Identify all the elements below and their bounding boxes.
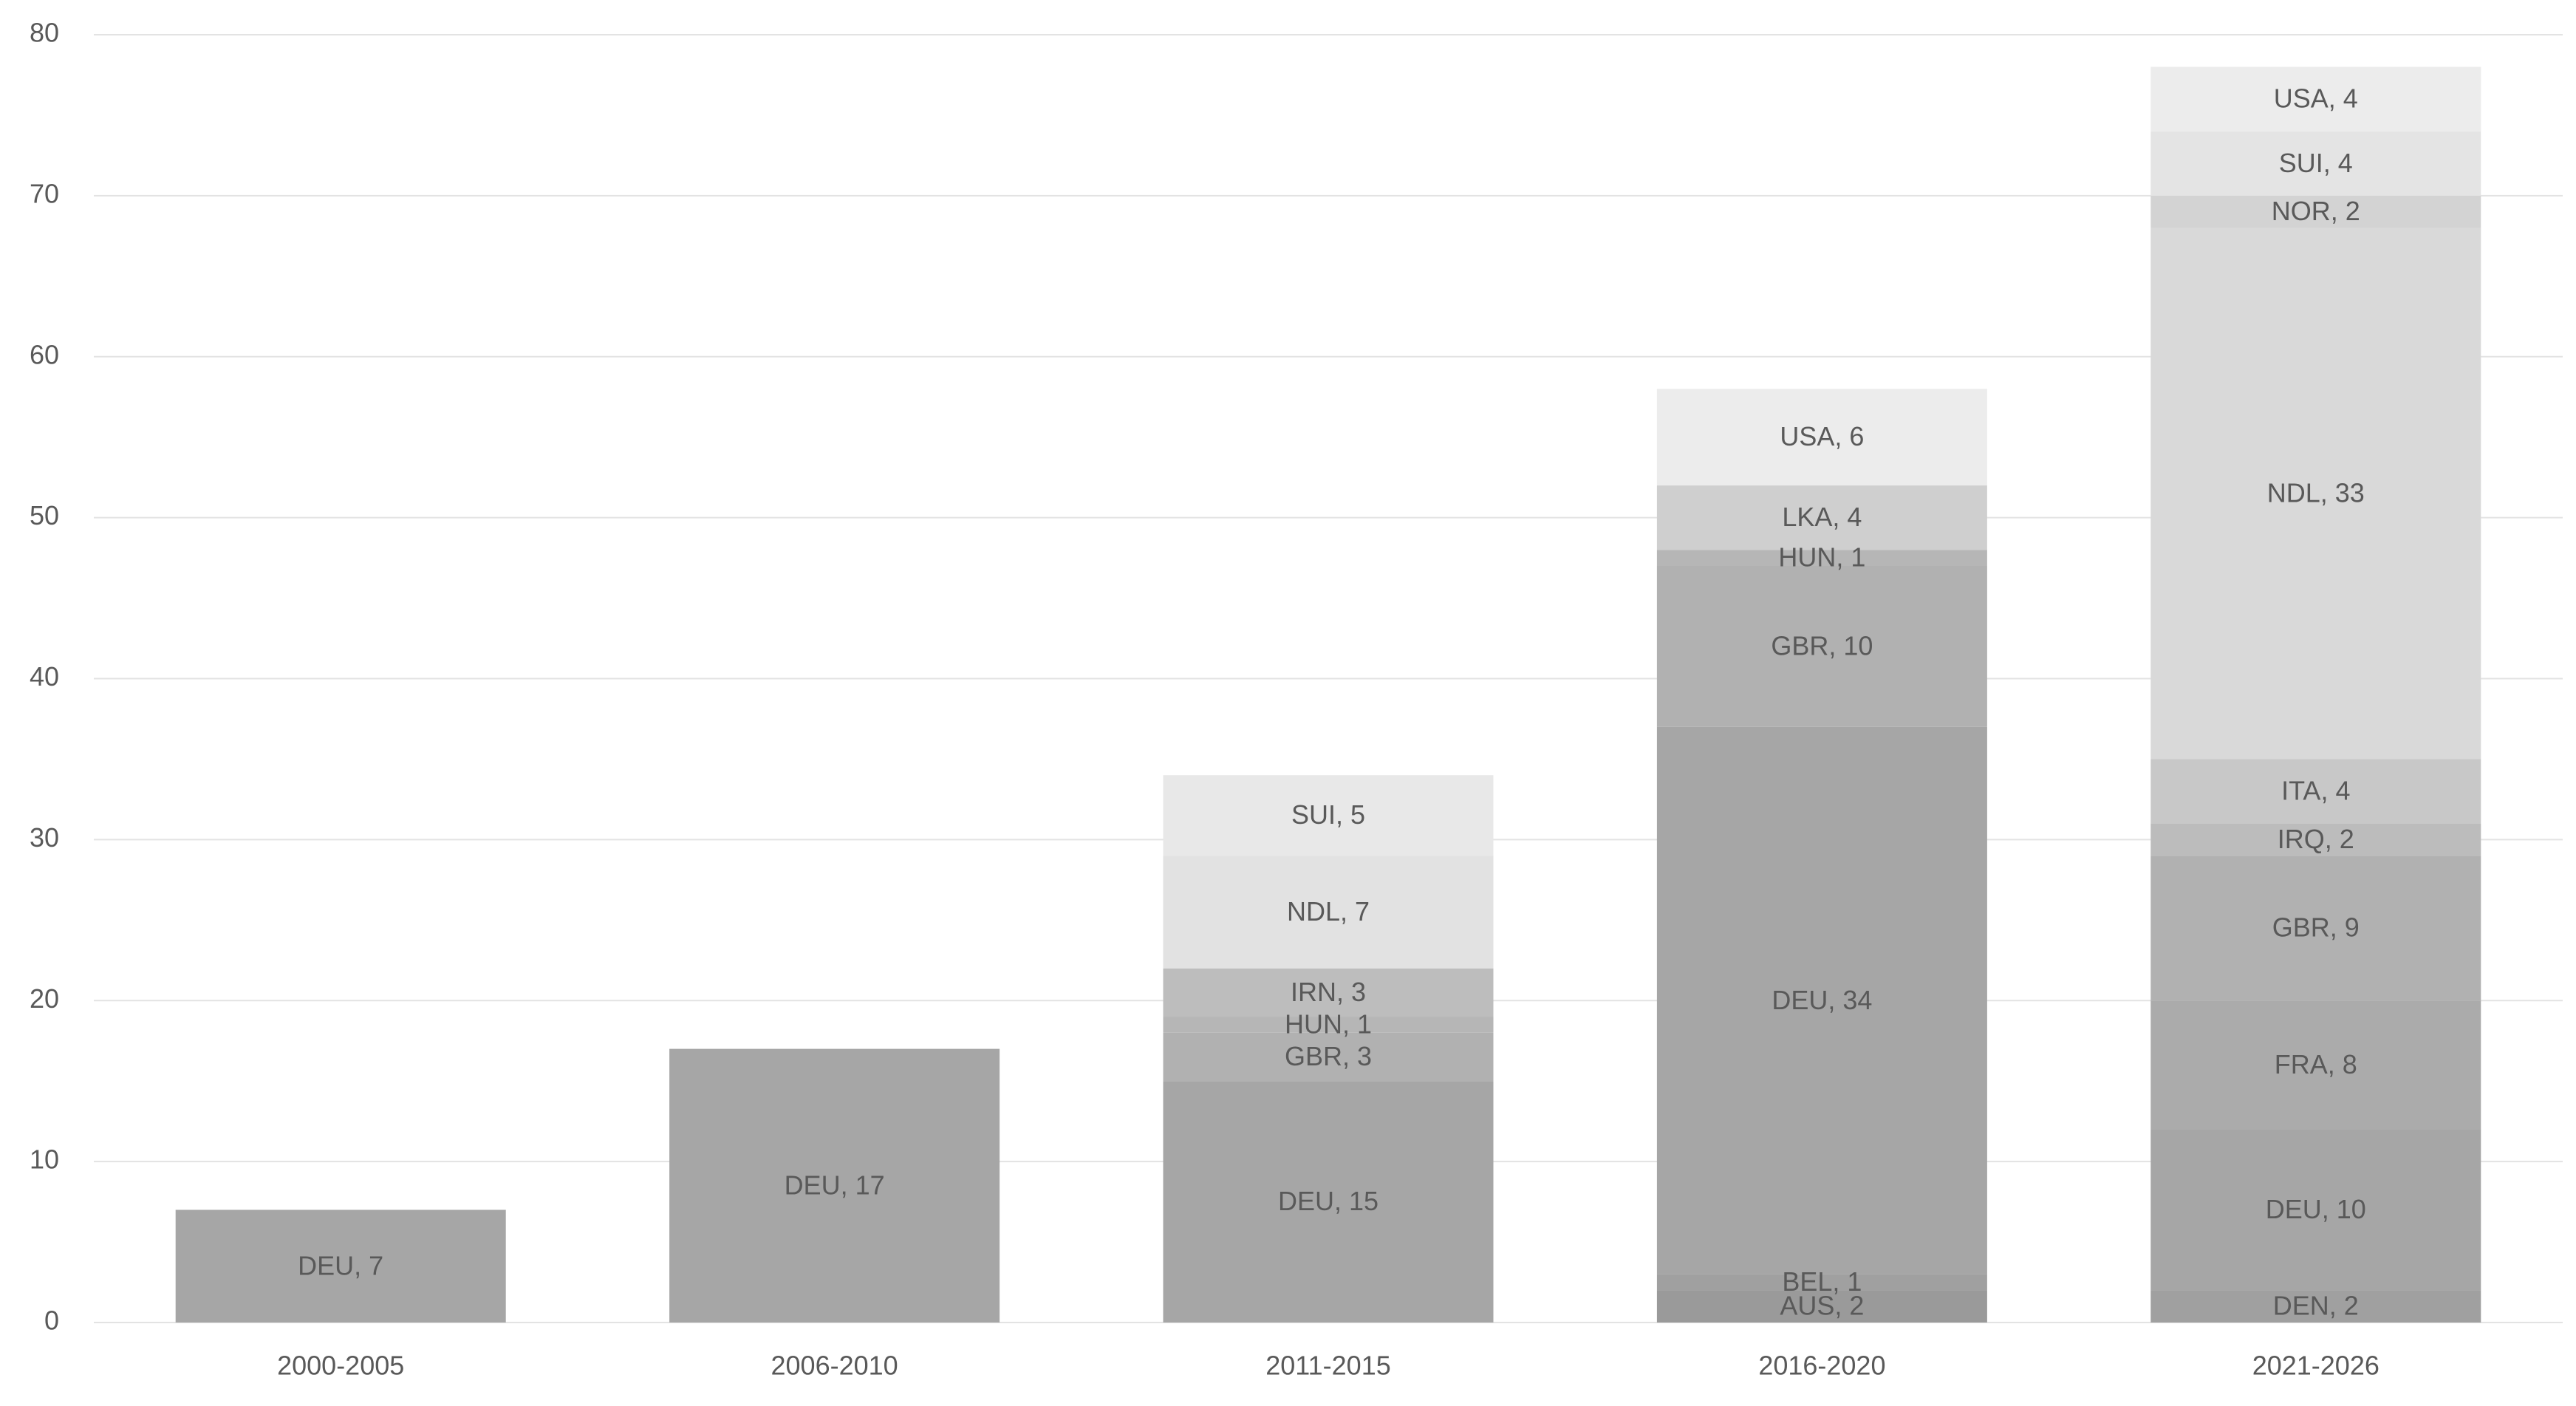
y-tick-label: 80 <box>30 18 59 48</box>
segment-label: DEU, 7 <box>298 1250 383 1280</box>
bar-segment <box>1656 726 1987 1274</box>
bar-segment <box>1163 775 1494 856</box>
segment-label: BEL, 1 <box>1782 1266 1862 1297</box>
bar-segment <box>2150 228 2481 760</box>
segment-label: HUN, 1 <box>1285 1009 1372 1039</box>
bar-segment <box>1656 550 1987 566</box>
y-tick-label: 0 <box>44 1306 59 1336</box>
bar-segment <box>2150 1290 2481 1323</box>
bar-segment <box>2150 131 2481 196</box>
y-tick-label: 20 <box>30 983 59 1014</box>
bar-segment <box>1163 1032 1494 1082</box>
segment-label: NDL, 7 <box>1287 896 1370 926</box>
segment-label: DEN, 2 <box>2273 1291 2359 1321</box>
bar-segment <box>2150 195 2481 228</box>
bar-segment <box>175 1209 506 1323</box>
y-tick-label: 30 <box>30 822 59 853</box>
segment-label: DEU, 10 <box>2266 1194 2366 1224</box>
bar-segment <box>1163 1081 1494 1323</box>
x-tick-label: 2021-2026 <box>2252 1351 2379 1381</box>
bar-segment <box>669 1048 1000 1323</box>
bar-segment <box>1656 1290 1987 1323</box>
bar-segment <box>2150 823 2481 856</box>
bar-segment <box>2150 759 2481 824</box>
bar-segment <box>2150 66 2481 132</box>
y-tick-label: 40 <box>30 661 59 692</box>
bar-segment <box>2150 1129 2481 1291</box>
segment-label: GBR, 3 <box>1285 1041 1372 1071</box>
segment-label: FRA, 8 <box>2275 1049 2357 1079</box>
y-tick-label: 50 <box>30 500 59 530</box>
y-tick-label: 10 <box>30 1144 59 1175</box>
segment-label: DEU, 34 <box>1772 985 1872 1015</box>
segment-label: HUN, 1 <box>1778 542 1865 573</box>
segment-label: ITA, 4 <box>2281 776 2350 806</box>
segment-label: DEU, 15 <box>1278 1186 1378 1216</box>
bar-segment <box>1163 1017 1494 1033</box>
bar-segment <box>1656 1274 1987 1291</box>
bar-segment <box>1656 389 1987 486</box>
x-tick-label: 2000-2005 <box>277 1351 404 1381</box>
bar-segment <box>2150 856 2481 1001</box>
segment-label: USA, 6 <box>1780 421 1864 451</box>
segment-label: SUI, 5 <box>1291 799 1365 830</box>
segment-label: GBR, 10 <box>1771 630 1873 661</box>
bar-segment <box>1163 968 1494 1017</box>
segment-label: NOR, 2 <box>2272 196 2360 226</box>
segment-label: LKA, 4 <box>1782 502 1862 532</box>
segment-label: IRQ, 2 <box>2278 824 2354 854</box>
segment-label: IRN, 3 <box>1291 977 1366 1007</box>
segment-label: SUI, 4 <box>2279 148 2353 178</box>
bar-segment <box>1163 856 1494 969</box>
bar-segment <box>1656 565 1987 727</box>
y-tick-label: 70 <box>30 178 59 208</box>
segment-label: DEU, 17 <box>785 1170 885 1200</box>
x-tick-label: 2016-2020 <box>1758 1351 1885 1381</box>
segment-label: USA, 4 <box>2274 83 2358 114</box>
bar-segment <box>2150 1000 2481 1130</box>
x-tick-label: 2011-2015 <box>1265 1351 1391 1381</box>
segment-label: GBR, 9 <box>2272 912 2360 943</box>
x-tick-label: 2006-2010 <box>771 1351 898 1381</box>
y-tick-label: 60 <box>30 339 59 369</box>
segment-label: NDL, 33 <box>2267 477 2365 508</box>
bar-segment <box>1656 485 1987 550</box>
segment-label: AUS, 2 <box>1780 1291 1864 1321</box>
